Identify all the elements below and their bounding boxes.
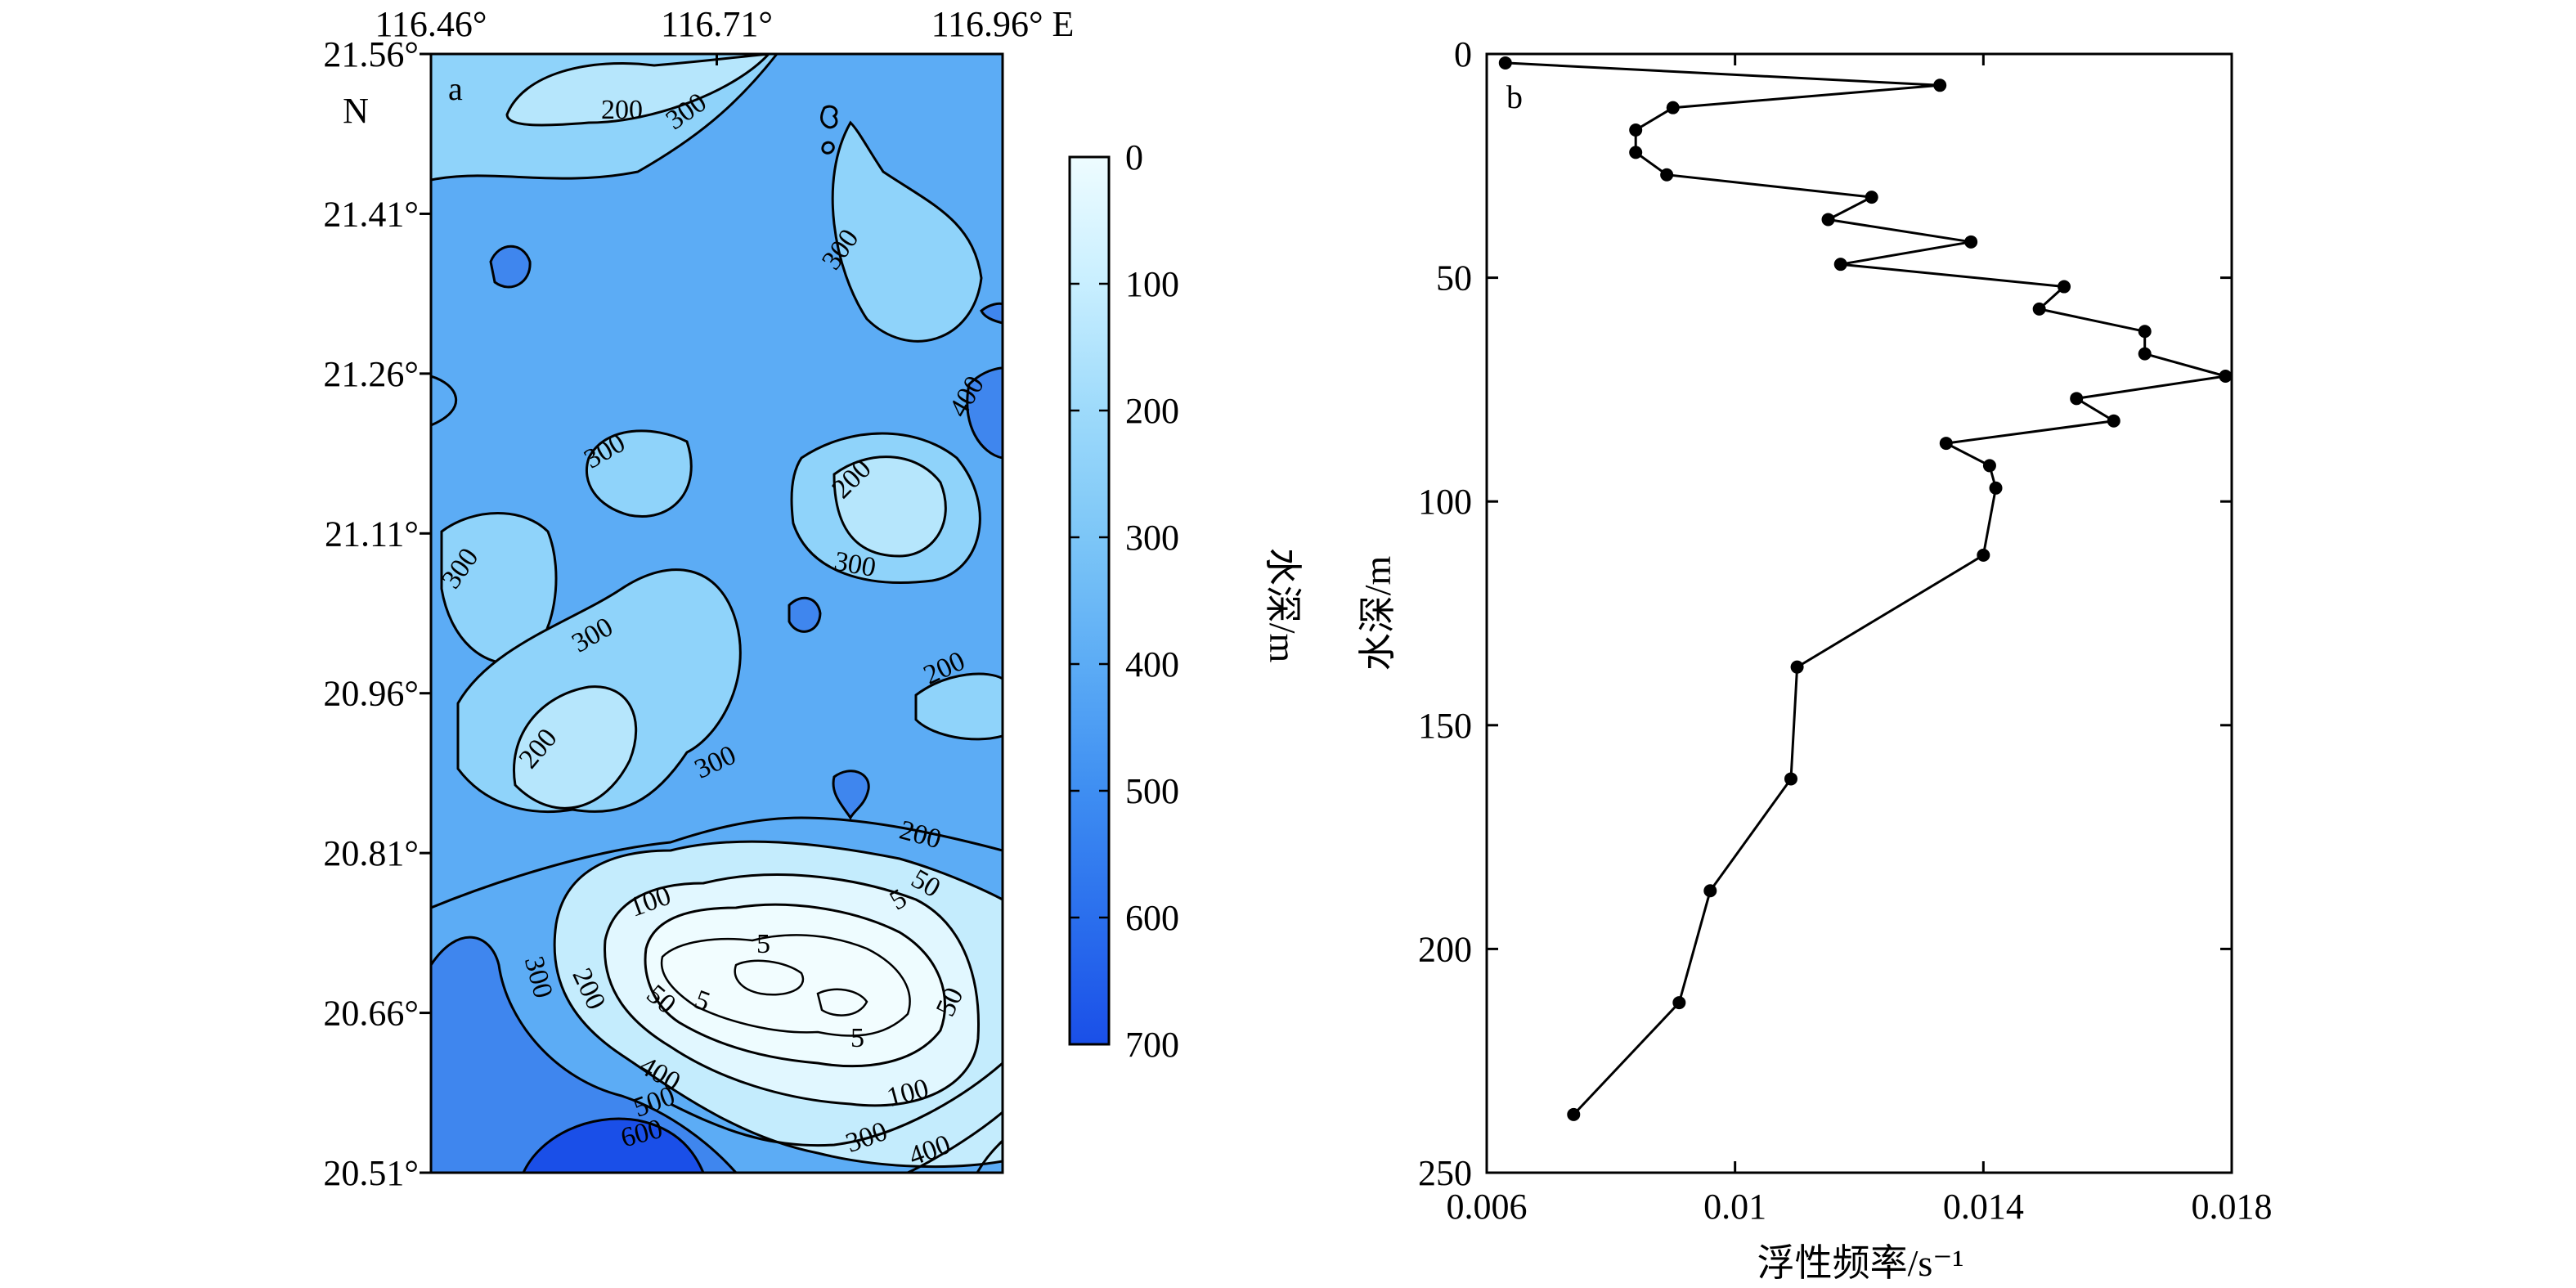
colorbar-tick-label: 300 [1125,518,1179,558]
profile-point [2107,414,2120,428]
colorbar-tick-label: 500 [1125,771,1179,811]
profile-y-tick-label: 150 [1418,706,1472,746]
profile-point [1982,459,1996,473]
profile-point [1989,481,2003,495]
contour-label: 200 [601,95,643,125]
panel-a-label: a [448,70,463,107]
profile-point [1672,996,1686,1010]
profile-point [1833,258,1847,272]
map-y-tick-label: 20.51° [323,1153,419,1193]
panel-b-label: b [1506,79,1523,115]
profile-y-tick-label: 50 [1436,258,1472,298]
map-y-tick-label: 20.96° [323,674,419,714]
profile-point [1498,56,1512,70]
colorbar-tick-label: 0 [1125,137,1143,177]
map-y-tick-label: 21.11° [325,514,419,554]
lighter-patches [505,54,947,810]
profile-point [1629,123,1643,137]
profile-x-tick-label: 0.018 [2192,1187,2273,1227]
map-axis-ticks: 116.46° 116.71° 116.96° E 21.56° 21.41° 21.26… [323,4,1074,1193]
latitude-unit-label: N [343,91,369,131]
profile-x-tick-label: 0.006 [1447,1187,1528,1227]
deep-patches [431,245,1003,1173]
profile-point [1821,213,1835,227]
profile-point [1666,101,1680,114]
profile-point [2219,369,2233,383]
panel-b: b 0.006 0.01 0.014 0.018 0 50 100 150 200 250 浮性频… [1357,34,2273,1284]
profile-point [1567,1107,1581,1121]
colorbar-tick-label: 600 [1125,898,1179,938]
profile-point [2058,280,2071,294]
profile-point [1933,79,1947,92]
y-axis-title: 水深/m [1357,556,1398,671]
profile-point [1703,884,1717,898]
buoyancy-frequency-line [1505,61,2226,1115]
bathymetry-map [431,54,1003,1173]
deepest-patch [522,1117,705,1173]
profile-point [2070,392,2084,406]
profile-point [1784,772,1797,786]
colorbar-tick-label: 100 [1125,264,1179,304]
contour-label: 5 [850,1023,864,1053]
profile-point [1939,437,1953,451]
profile-y-tick-label: 0 [1454,34,1472,74]
shelf-region [553,105,1003,1169]
profile-point [1964,235,1978,249]
contour-label: 300 [832,546,878,583]
map-y-tick-label: 20.66° [323,994,419,1034]
contour-lines [431,375,1003,1173]
profile-point [1629,146,1643,159]
profile-point [1977,548,1990,562]
profile-axis-ticks: 0.006 0.01 0.014 0.018 0 50 100 150 200 250 [1418,34,2273,1227]
colorbar-tick-label: 200 [1125,391,1179,431]
colorbar-gradient [1068,155,1111,1046]
map-y-tick-label: 21.41° [323,194,419,234]
profile-point [2138,347,2152,361]
profile-y-tick-label: 250 [1418,1153,1472,1193]
map-y-tick-label: 20.81° [323,833,419,873]
profile-frame [1485,52,2233,1174]
map-y-tick-label: 21.26° [323,354,419,394]
colorbar-ticks: 0 100 200 300 400 500 600 700 [1070,137,1179,1065]
panel-a: 200 300 300 400 300 200 300 300 300 200 … [323,4,1304,1193]
map-x-tick-label: 116.96° E [931,4,1075,44]
profile-point [1660,168,1674,182]
colorbar-tick-label: 400 [1125,644,1179,684]
map-x-tick-label: 116.71° [661,4,773,44]
profile-points [1498,56,2233,1121]
profile-x-tick-label: 0.01 [1703,1187,1766,1227]
profile-y-tick-label: 100 [1418,482,1472,522]
colorbar-tick-label: 700 [1125,1025,1179,1065]
profile-y-tick-label: 200 [1418,929,1472,969]
colorbar: 0 100 200 300 400 500 600 700 水深/m [1068,137,1304,1065]
map-x-tick-label: 116.46° [375,4,487,44]
profile-point [1790,660,1804,674]
colorbar-label: 水深/m [1262,548,1304,663]
profile-point [2138,325,2152,339]
profile-point [1865,191,1878,204]
map-y-tick-label: 21.56° [323,34,419,74]
profile-point [2032,302,2046,316]
x-axis-title: 浮性频率/s⁻¹ [1757,1242,1964,1284]
contour-label: 5 [756,929,770,959]
profile-x-tick-label: 0.014 [1943,1187,2024,1227]
